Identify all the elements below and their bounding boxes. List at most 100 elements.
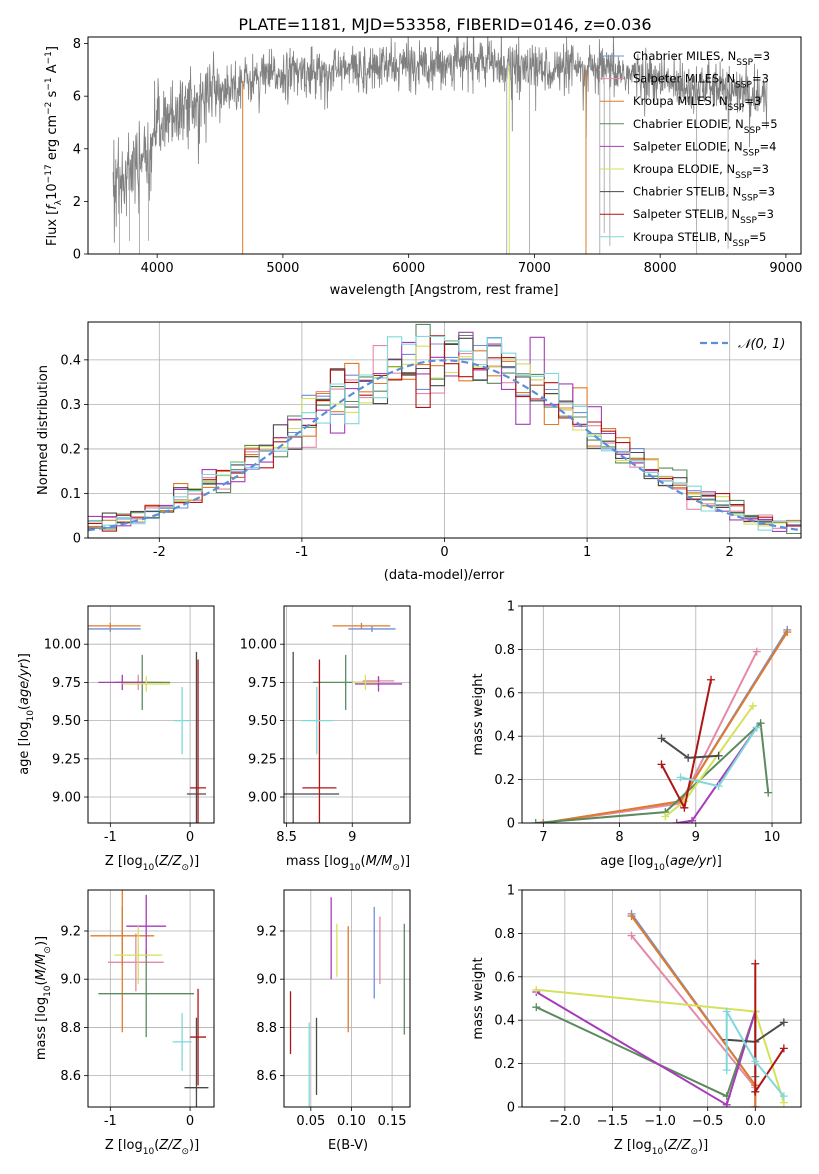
histogram-kroupa-stelib: [88, 335, 801, 531]
axes-frame: [87, 605, 215, 824]
errorbar-kroupa-elodie: [114, 926, 163, 985]
series-marker: [680, 803, 689, 812]
errorbar-salpeter-stelib: [190, 659, 207, 823]
y-tick-label: 9.2: [256, 924, 277, 939]
series-kroupa-elodie: [661, 701, 757, 821]
legend-label: Kroupa MILES, NSSP=3: [633, 94, 761, 113]
x-tick-label: 1: [583, 545, 591, 560]
series-marker: [627, 912, 636, 921]
legend-label: Chabrier MILES, NSSP=3: [633, 49, 770, 68]
errorbar-kroupa-miles: [332, 622, 391, 629]
errorbar-chabrier-stelib: [284, 651, 340, 823]
y-tick-label: 9.75: [248, 676, 277, 691]
x-tick-label: 4000: [141, 261, 174, 276]
x-tick-label: 9: [348, 830, 356, 845]
y-tick-label: 9.00: [248, 791, 277, 806]
y-tick-label: 0: [73, 248, 81, 263]
y-tick-label: 9.25: [52, 752, 81, 767]
series-salpeter-stelib: [751, 959, 788, 1096]
y-tick-label: 9.50: [52, 714, 81, 729]
axes-frame: [521, 605, 802, 824]
y-tick-label: 0.4: [494, 730, 515, 745]
plot-area: [112, 37, 768, 254]
axes-age-vs-z: -1 0 9.00 9.25 9.50 9.75 10.00 Z [log10(Z/Z⊙)] a…: [17, 605, 215, 873]
x-axis-label: Z [log10(Z/Z⊙)]: [614, 1138, 708, 1157]
axes-frame: [87, 889, 215, 1108]
legend: 𝒩(0, 1): [700, 337, 785, 352]
series-marker: [748, 701, 757, 710]
x-axis-label: Z [log10(Z/Z⊙)]: [105, 854, 199, 873]
x-axis-label: Z [log10(Z/Z⊙)]: [105, 1138, 199, 1157]
series-marker: [676, 773, 685, 782]
series-marker: [661, 812, 670, 821]
y-tick-label: 0.6: [494, 970, 515, 985]
y-tick-label: 9.75: [52, 676, 81, 691]
y-tick-label: 8.8: [256, 1021, 277, 1036]
series-kroupa-stelib: [722, 1007, 788, 1101]
axes-frame: [283, 605, 411, 824]
axes-spectrum: 4000 5000 6000 7000 8000 9000 0 2 4 6 8 Chabrier MI…: [44, 36, 802, 298]
axes-frame: [87, 36, 802, 255]
errorbar-kroupa-miles: [88, 622, 141, 629]
plot-area: [531, 625, 792, 823]
y-tick-label: 0.2: [494, 773, 515, 788]
errorbar-kroupa-elodie: [122, 676, 171, 692]
series-marker: [722, 1066, 731, 1075]
x-tick-label: 8: [615, 830, 623, 845]
legend-label: Salpeter ELODIE, NSSP=4: [633, 139, 776, 158]
series-marker: [532, 1003, 541, 1012]
series-marker: [779, 1092, 788, 1101]
histogram-chabrier-stelib: [88, 337, 801, 529]
errorbar-kroupa-stelib: [174, 686, 191, 755]
series-marker: [764, 788, 773, 797]
errorbar-kroupa-miles: [90, 890, 155, 1033]
series-marker: [751, 1057, 760, 1066]
errorbar-kroupa-elodie: [352, 674, 379, 691]
y-tick-label: 0: [507, 817, 515, 832]
spectrum-data: [112, 37, 768, 243]
errorbar-chabrier-stelib: [186, 651, 207, 823]
x-tick-label: 0.0: [745, 1114, 766, 1129]
series-marker: [783, 628, 792, 637]
plot-area: [289, 897, 405, 1107]
x-axis-label: age [log10(age/yr)]: [600, 854, 722, 873]
x-tick-label: 8.5: [276, 830, 297, 845]
series-marker: [657, 734, 666, 743]
x-tick-label: 0: [186, 830, 194, 845]
y-tick-label: 9.0: [60, 973, 81, 988]
y-tick-label: 0: [73, 532, 81, 547]
y-tick-label: 0: [507, 1101, 515, 1116]
axes-frame: [87, 321, 802, 539]
errorbar-salpeter-elodie: [98, 674, 147, 691]
series-marker: [672, 819, 681, 823]
legend-label: Salpeter MILES, NSSP=3: [633, 72, 769, 91]
series-line: [725, 1007, 785, 1097]
y-tick-label: 6: [73, 90, 81, 105]
y-axis-label: mass weight: [471, 957, 486, 1039]
series-marker: [779, 1018, 788, 1027]
series-marker: [539, 819, 548, 823]
y-tick-label: 2: [73, 195, 81, 210]
legend-label: Salpeter STELIB, NSSP=3: [633, 207, 774, 226]
legend-label: Kroupa STELIB, NSSP=5: [633, 230, 766, 249]
axes-mass-weight-vs-z: −2.0 −1.5 −1.0 −0.5 0.0 0 0.2 0.4 0.6 0.8 1 Z [log1…: [471, 884, 802, 1157]
legend-label: 𝒩(0, 1): [738, 337, 785, 352]
series-marker: [722, 1100, 731, 1107]
x-tick-label: -1: [104, 1114, 117, 1129]
y-axis-label: mass weight: [471, 673, 486, 755]
series-kroupa-stelib: [676, 723, 761, 791]
series-marker: [532, 985, 541, 994]
series-marker: [687, 816, 696, 823]
errorbar-chabrier-miles: [348, 625, 396, 632]
errorbar-salpeter-stelib: [190, 988, 207, 1086]
y-tick-label: 8.8: [60, 1021, 81, 1036]
y-tick-label: 0.1: [60, 487, 81, 502]
series-marker: [531, 819, 540, 823]
series-marker: [684, 753, 693, 762]
plot-area: [88, 622, 207, 823]
plot-area: [284, 622, 403, 823]
axes-age-vs-mass: 8.5 9 9.00 9.25 9.50 9.75 10.00 mass [log10(M/M…: [240, 605, 411, 873]
series-marker: [627, 931, 636, 940]
axes-mass-vs-ebv: 0.05 0.10 0.15 8.6 8.8 9.0 9.2: [256, 889, 411, 1129]
